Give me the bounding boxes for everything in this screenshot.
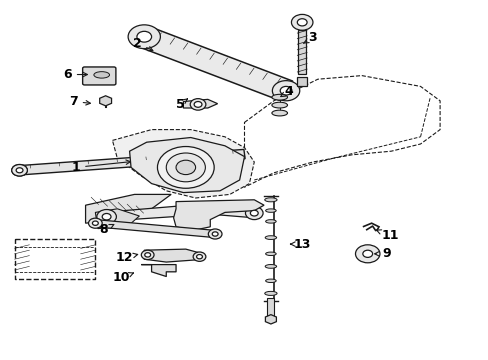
Text: 6: 6 [63, 68, 87, 81]
Polygon shape [95, 220, 215, 238]
Ellipse shape [265, 220, 276, 223]
Polygon shape [173, 200, 264, 230]
Circle shape [92, 221, 98, 225]
Circle shape [88, 218, 102, 228]
Ellipse shape [265, 279, 276, 283]
Circle shape [137, 31, 151, 42]
Circle shape [128, 25, 160, 49]
Circle shape [144, 253, 150, 257]
Circle shape [194, 102, 202, 107]
Polygon shape [100, 96, 111, 106]
Ellipse shape [264, 236, 276, 239]
Text: 4: 4 [280, 85, 292, 98]
Ellipse shape [264, 291, 277, 296]
Circle shape [166, 153, 205, 182]
Circle shape [102, 213, 111, 220]
Polygon shape [19, 149, 244, 175]
Circle shape [196, 255, 202, 259]
Polygon shape [85, 194, 171, 223]
Circle shape [250, 210, 258, 216]
Circle shape [176, 160, 195, 175]
Polygon shape [265, 315, 276, 324]
Bar [297, 77, 306, 86]
FancyBboxPatch shape [82, 67, 116, 85]
Circle shape [272, 81, 299, 101]
Circle shape [355, 245, 379, 263]
Polygon shape [129, 138, 244, 193]
Circle shape [12, 165, 27, 176]
Text: 11: 11 [375, 229, 398, 242]
Circle shape [141, 250, 154, 260]
Circle shape [97, 210, 116, 224]
Circle shape [190, 99, 205, 110]
Polygon shape [95, 209, 139, 229]
Circle shape [208, 229, 222, 239]
Polygon shape [112, 130, 254, 198]
Circle shape [245, 207, 263, 220]
Ellipse shape [94, 72, 109, 78]
Text: 3: 3 [303, 31, 317, 44]
Circle shape [193, 252, 205, 261]
Ellipse shape [264, 198, 277, 202]
Circle shape [291, 14, 312, 30]
Circle shape [16, 168, 23, 173]
Circle shape [297, 19, 306, 26]
Text: 9: 9 [374, 247, 390, 260]
Polygon shape [298, 30, 305, 74]
Ellipse shape [265, 209, 276, 212]
Text: 7: 7 [69, 95, 90, 108]
Circle shape [280, 86, 291, 95]
Text: 10: 10 [112, 271, 133, 284]
Ellipse shape [271, 102, 287, 108]
Text: 12: 12 [116, 251, 138, 264]
Text: 1: 1 [71, 160, 130, 174]
Text: 2: 2 [132, 37, 153, 51]
Ellipse shape [271, 110, 287, 116]
Text: 8: 8 [99, 223, 114, 236]
Circle shape [362, 250, 372, 257]
Polygon shape [183, 99, 217, 108]
Polygon shape [102, 203, 254, 221]
Polygon shape [137, 27, 292, 100]
Circle shape [157, 147, 214, 188]
Ellipse shape [265, 252, 276, 256]
Polygon shape [144, 249, 203, 262]
Text: 5: 5 [175, 98, 187, 111]
Circle shape [12, 165, 27, 176]
Circle shape [212, 232, 218, 236]
Polygon shape [142, 265, 176, 276]
Ellipse shape [264, 265, 276, 268]
Polygon shape [267, 298, 274, 318]
Ellipse shape [271, 94, 287, 100]
Text: 13: 13 [290, 238, 310, 251]
